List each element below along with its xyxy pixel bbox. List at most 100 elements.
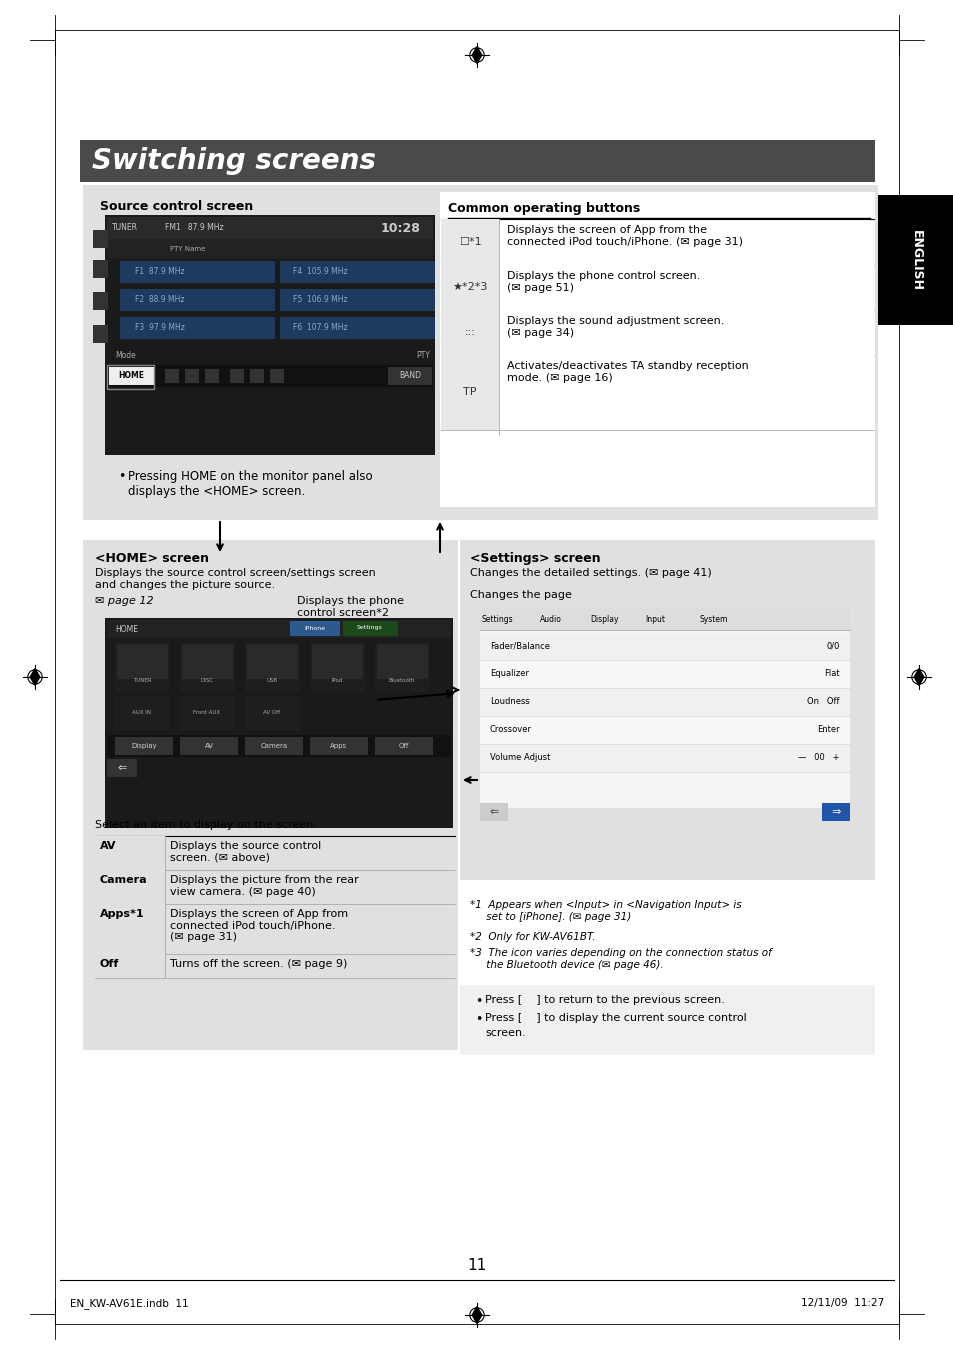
FancyBboxPatch shape [440,310,873,355]
Text: iPod: iPod [331,677,342,682]
Text: Changes the detailed settings. (✉ page 41): Changes the detailed settings. (✉ page 4… [470,567,711,578]
FancyBboxPatch shape [280,261,435,283]
Text: Input: Input [644,615,664,623]
Text: Bluetooth: Bluetooth [388,677,415,682]
FancyBboxPatch shape [877,195,953,325]
FancyBboxPatch shape [375,737,433,756]
Text: F6  107.9 MHz: F6 107.9 MHz [293,324,347,333]
FancyBboxPatch shape [821,803,849,821]
FancyBboxPatch shape [310,737,368,756]
Text: <Settings> screen: <Settings> screen [470,552,600,565]
Text: Activates/deactivates TA standby reception
mode. (✉ page 16): Activates/deactivates TA standby recepti… [506,362,748,383]
FancyBboxPatch shape [107,347,433,366]
Polygon shape [30,669,40,685]
FancyBboxPatch shape [280,288,435,311]
Text: 10:28: 10:28 [379,222,419,234]
FancyBboxPatch shape [290,621,339,636]
FancyBboxPatch shape [83,185,877,520]
FancyBboxPatch shape [107,760,137,777]
Text: 11: 11 [467,1258,486,1273]
FancyBboxPatch shape [107,217,433,240]
FancyBboxPatch shape [479,718,849,743]
FancyBboxPatch shape [185,370,199,383]
FancyBboxPatch shape [270,370,284,383]
FancyBboxPatch shape [479,803,507,821]
FancyBboxPatch shape [182,645,233,678]
FancyBboxPatch shape [115,737,172,756]
Text: Display: Display [132,743,156,749]
Text: ☐*1: ☐*1 [458,237,481,246]
Text: :::: ::: [464,328,475,337]
FancyBboxPatch shape [83,540,457,1049]
FancyBboxPatch shape [107,240,433,259]
Text: 12/11/09  11:27: 12/11/09 11:27 [800,1298,883,1308]
FancyBboxPatch shape [479,745,849,772]
Text: System: System [700,615,727,623]
Text: Off: Off [100,959,119,969]
Text: screen.: screen. [484,1028,525,1039]
Text: Displays the source control screen/settings screen
and changes the picture sourc: Displays the source control screen/setti… [95,567,375,589]
Text: <HOME> screen: <HOME> screen [95,552,209,565]
FancyBboxPatch shape [107,620,451,638]
FancyBboxPatch shape [376,645,428,678]
FancyBboxPatch shape [92,325,108,343]
Text: PTY: PTY [416,352,430,360]
FancyBboxPatch shape [107,735,451,757]
FancyBboxPatch shape [230,370,244,383]
Text: Displays the screen of App from
connected iPod touch/iPhone.
(✉ page 31): Displays the screen of App from connecte… [170,909,348,942]
Text: Camera: Camera [260,743,287,749]
FancyBboxPatch shape [440,219,498,265]
Text: Loudness: Loudness [490,697,529,707]
FancyBboxPatch shape [92,260,108,278]
Polygon shape [472,46,481,64]
FancyBboxPatch shape [440,265,873,310]
FancyBboxPatch shape [440,219,873,265]
Text: ⇒: ⇒ [830,807,840,816]
Text: PTY Name: PTY Name [170,246,205,252]
Text: F1  87.9 MHz: F1 87.9 MHz [135,268,185,276]
FancyBboxPatch shape [459,540,874,880]
FancyBboxPatch shape [459,984,874,1055]
Text: *3  The icon varies depending on the connection status of
     the Bluetooth dev: *3 The icon varies depending on the conn… [470,948,771,969]
Text: TP: TP [463,387,476,397]
Text: Turns off the screen. (✉ page 9): Turns off the screen. (✉ page 9) [170,959,347,969]
Text: —   00   +: — 00 + [798,753,840,762]
FancyBboxPatch shape [120,261,274,283]
Text: Displays the screen of App from the
connected iPod touch/iPhone. (✉ page 31): Displays the screen of App from the conn… [506,225,742,246]
FancyBboxPatch shape [245,642,299,692]
FancyBboxPatch shape [388,367,432,385]
FancyBboxPatch shape [92,292,108,310]
Text: Press [    ] to return to the previous screen.: Press [ ] to return to the previous scre… [484,995,724,1005]
FancyBboxPatch shape [440,310,498,355]
Text: Settings: Settings [481,615,513,623]
Text: DISC: DISC [200,677,213,682]
Text: FM1   87.9 MHz: FM1 87.9 MHz [165,223,223,233]
Text: HOME: HOME [115,624,138,634]
FancyBboxPatch shape [440,265,498,310]
FancyBboxPatch shape [120,288,274,311]
FancyBboxPatch shape [109,367,153,385]
FancyBboxPatch shape [312,645,363,678]
Text: *2  Only for KW-AV61BT.: *2 Only for KW-AV61BT. [470,932,595,942]
FancyBboxPatch shape [95,835,165,871]
Text: Mode: Mode [115,352,135,360]
Text: ⇐: ⇐ [117,764,127,773]
Text: Switching screens: Switching screens [91,148,375,175]
FancyBboxPatch shape [105,215,435,455]
Text: Apps: Apps [330,743,347,749]
FancyBboxPatch shape [479,689,849,716]
Text: F3  97.9 MHz: F3 97.9 MHz [135,324,185,333]
Text: TUNER: TUNER [112,223,138,233]
FancyBboxPatch shape [180,642,234,692]
Text: iPhone: iPhone [304,626,325,631]
FancyBboxPatch shape [180,696,234,731]
Text: Pressing HOME on the monitor panel also
displays the <HOME> screen.: Pressing HOME on the monitor panel also … [128,470,373,498]
Text: Crossover: Crossover [490,726,532,734]
Text: F4  105.9 MHz: F4 105.9 MHz [293,268,347,276]
Text: •: • [118,470,125,483]
Text: Front AUX: Front AUX [193,711,220,715]
Text: Equalizer: Equalizer [490,669,529,678]
Text: HOME: HOME [118,371,144,380]
Polygon shape [913,669,923,685]
FancyBboxPatch shape [439,192,874,506]
